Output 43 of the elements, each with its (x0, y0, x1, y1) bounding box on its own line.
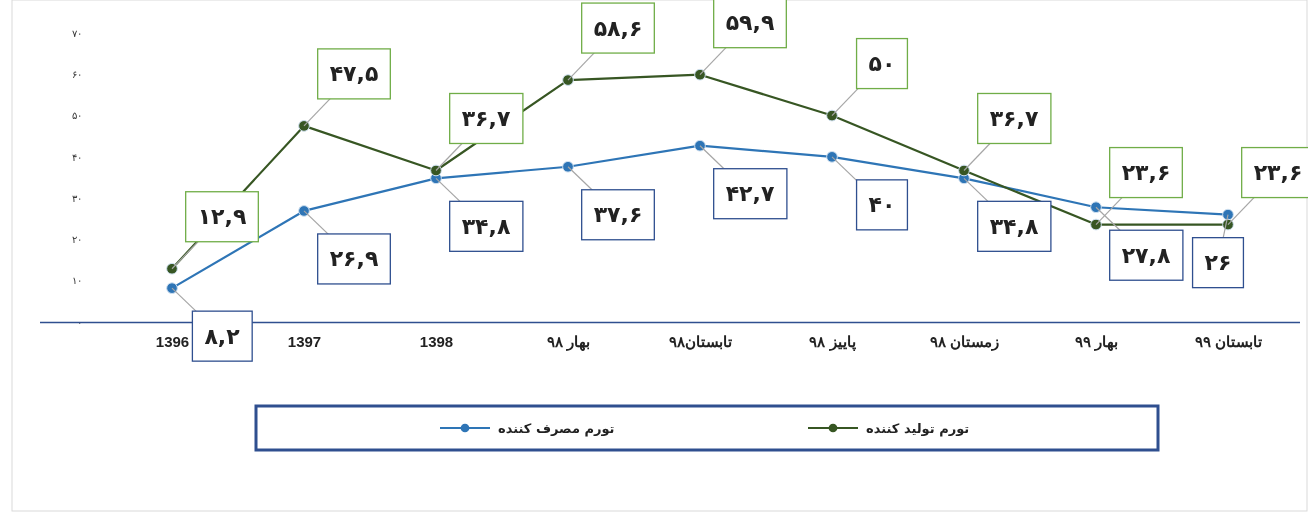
x-tick-label: 1398 (419, 332, 454, 350)
y-tick-label: ۷۰ (72, 27, 82, 39)
data-label: ۱۲,۹ (197, 204, 247, 230)
callout-box: ۵۰ (831, 37, 909, 117)
data-label: ۲۶ (1204, 250, 1232, 276)
x-tick-label: بهار ۹۹ (1074, 332, 1119, 351)
data-label: ۵۹,۹ (725, 10, 775, 36)
data-label: ۲۷,۸ (1121, 242, 1171, 268)
data-label: ۴۰ (868, 192, 896, 218)
data-label: ۲۶,۹ (329, 246, 379, 272)
y-tick-label: ۳۰ (72, 192, 82, 204)
point (562, 74, 574, 86)
x-tick-label: پاییز ۹۸ (809, 332, 856, 352)
x-tick-label: تابستان ۹۹ (1194, 332, 1263, 350)
x-tick-label: 1396 (155, 332, 190, 350)
y-tick-label: ۱۰ (72, 275, 82, 287)
data-label: ۴۷,۵ (329, 61, 379, 87)
data-label: ۳۶,۷ (989, 105, 1039, 131)
x-tick-label: تابستان۹۸ (669, 332, 732, 350)
y-tick-label: ۲۰ (72, 234, 82, 246)
data-label: ۸,۲ (204, 323, 241, 349)
data-label: ۵۸,۶ (593, 15, 643, 41)
callout-box: ۴۰ (831, 156, 909, 231)
x-tick-label: 1397 (287, 332, 322, 350)
data-label: ۵۰ (868, 51, 896, 77)
point (1222, 208, 1234, 221)
point (298, 205, 310, 217)
legend-label: تورم مصرف کننده (498, 420, 615, 437)
data-label: ۳۴,۸ (461, 213, 511, 239)
data-label: ۳۶,۷ (461, 105, 511, 131)
x-tick-label: بهار ۹۸ (546, 332, 591, 351)
data-label: ۳۷,۶ (593, 202, 643, 228)
y-tick-label: ۴۰ (72, 151, 82, 163)
y-tick-label: ۵۰ (72, 110, 82, 122)
x-tick-label: زمستان ۹۸ (929, 332, 1000, 351)
legend-label: تورم تولید کننده (866, 420, 970, 437)
y-tick-label: ۰ (77, 316, 82, 328)
data-label: ۲۳,۶ (1121, 160, 1171, 186)
data-label: ۳۴,۸ (989, 213, 1039, 239)
data-label: ۴۲,۷ (725, 181, 775, 207)
y-tick-label: ۶۰ (72, 68, 82, 80)
point (166, 282, 178, 294)
data-label: ۲۳,۶ (1253, 160, 1303, 186)
